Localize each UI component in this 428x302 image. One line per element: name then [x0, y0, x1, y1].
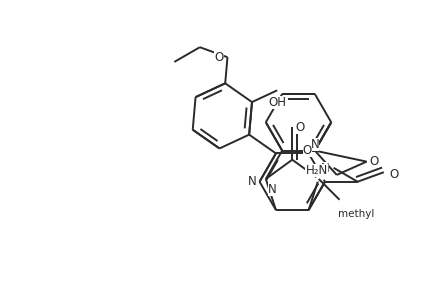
- Text: O: O: [214, 51, 223, 64]
- Text: O: O: [390, 168, 399, 181]
- Text: O: O: [303, 144, 312, 157]
- Text: N: N: [321, 162, 330, 175]
- Text: O: O: [296, 120, 305, 133]
- Text: O: O: [370, 155, 379, 168]
- Text: methyl: methyl: [338, 209, 374, 219]
- Text: H₂N: H₂N: [306, 164, 328, 177]
- Text: N: N: [311, 138, 319, 151]
- Text: N: N: [248, 175, 257, 188]
- Text: OH: OH: [268, 96, 286, 109]
- Text: N: N: [268, 183, 276, 196]
